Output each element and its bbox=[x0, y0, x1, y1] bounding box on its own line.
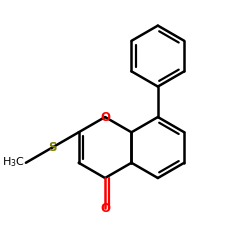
Text: H$_3$C: H$_3$C bbox=[2, 155, 24, 169]
Text: O: O bbox=[100, 202, 110, 215]
Text: O: O bbox=[100, 110, 110, 124]
Text: S: S bbox=[48, 141, 56, 154]
